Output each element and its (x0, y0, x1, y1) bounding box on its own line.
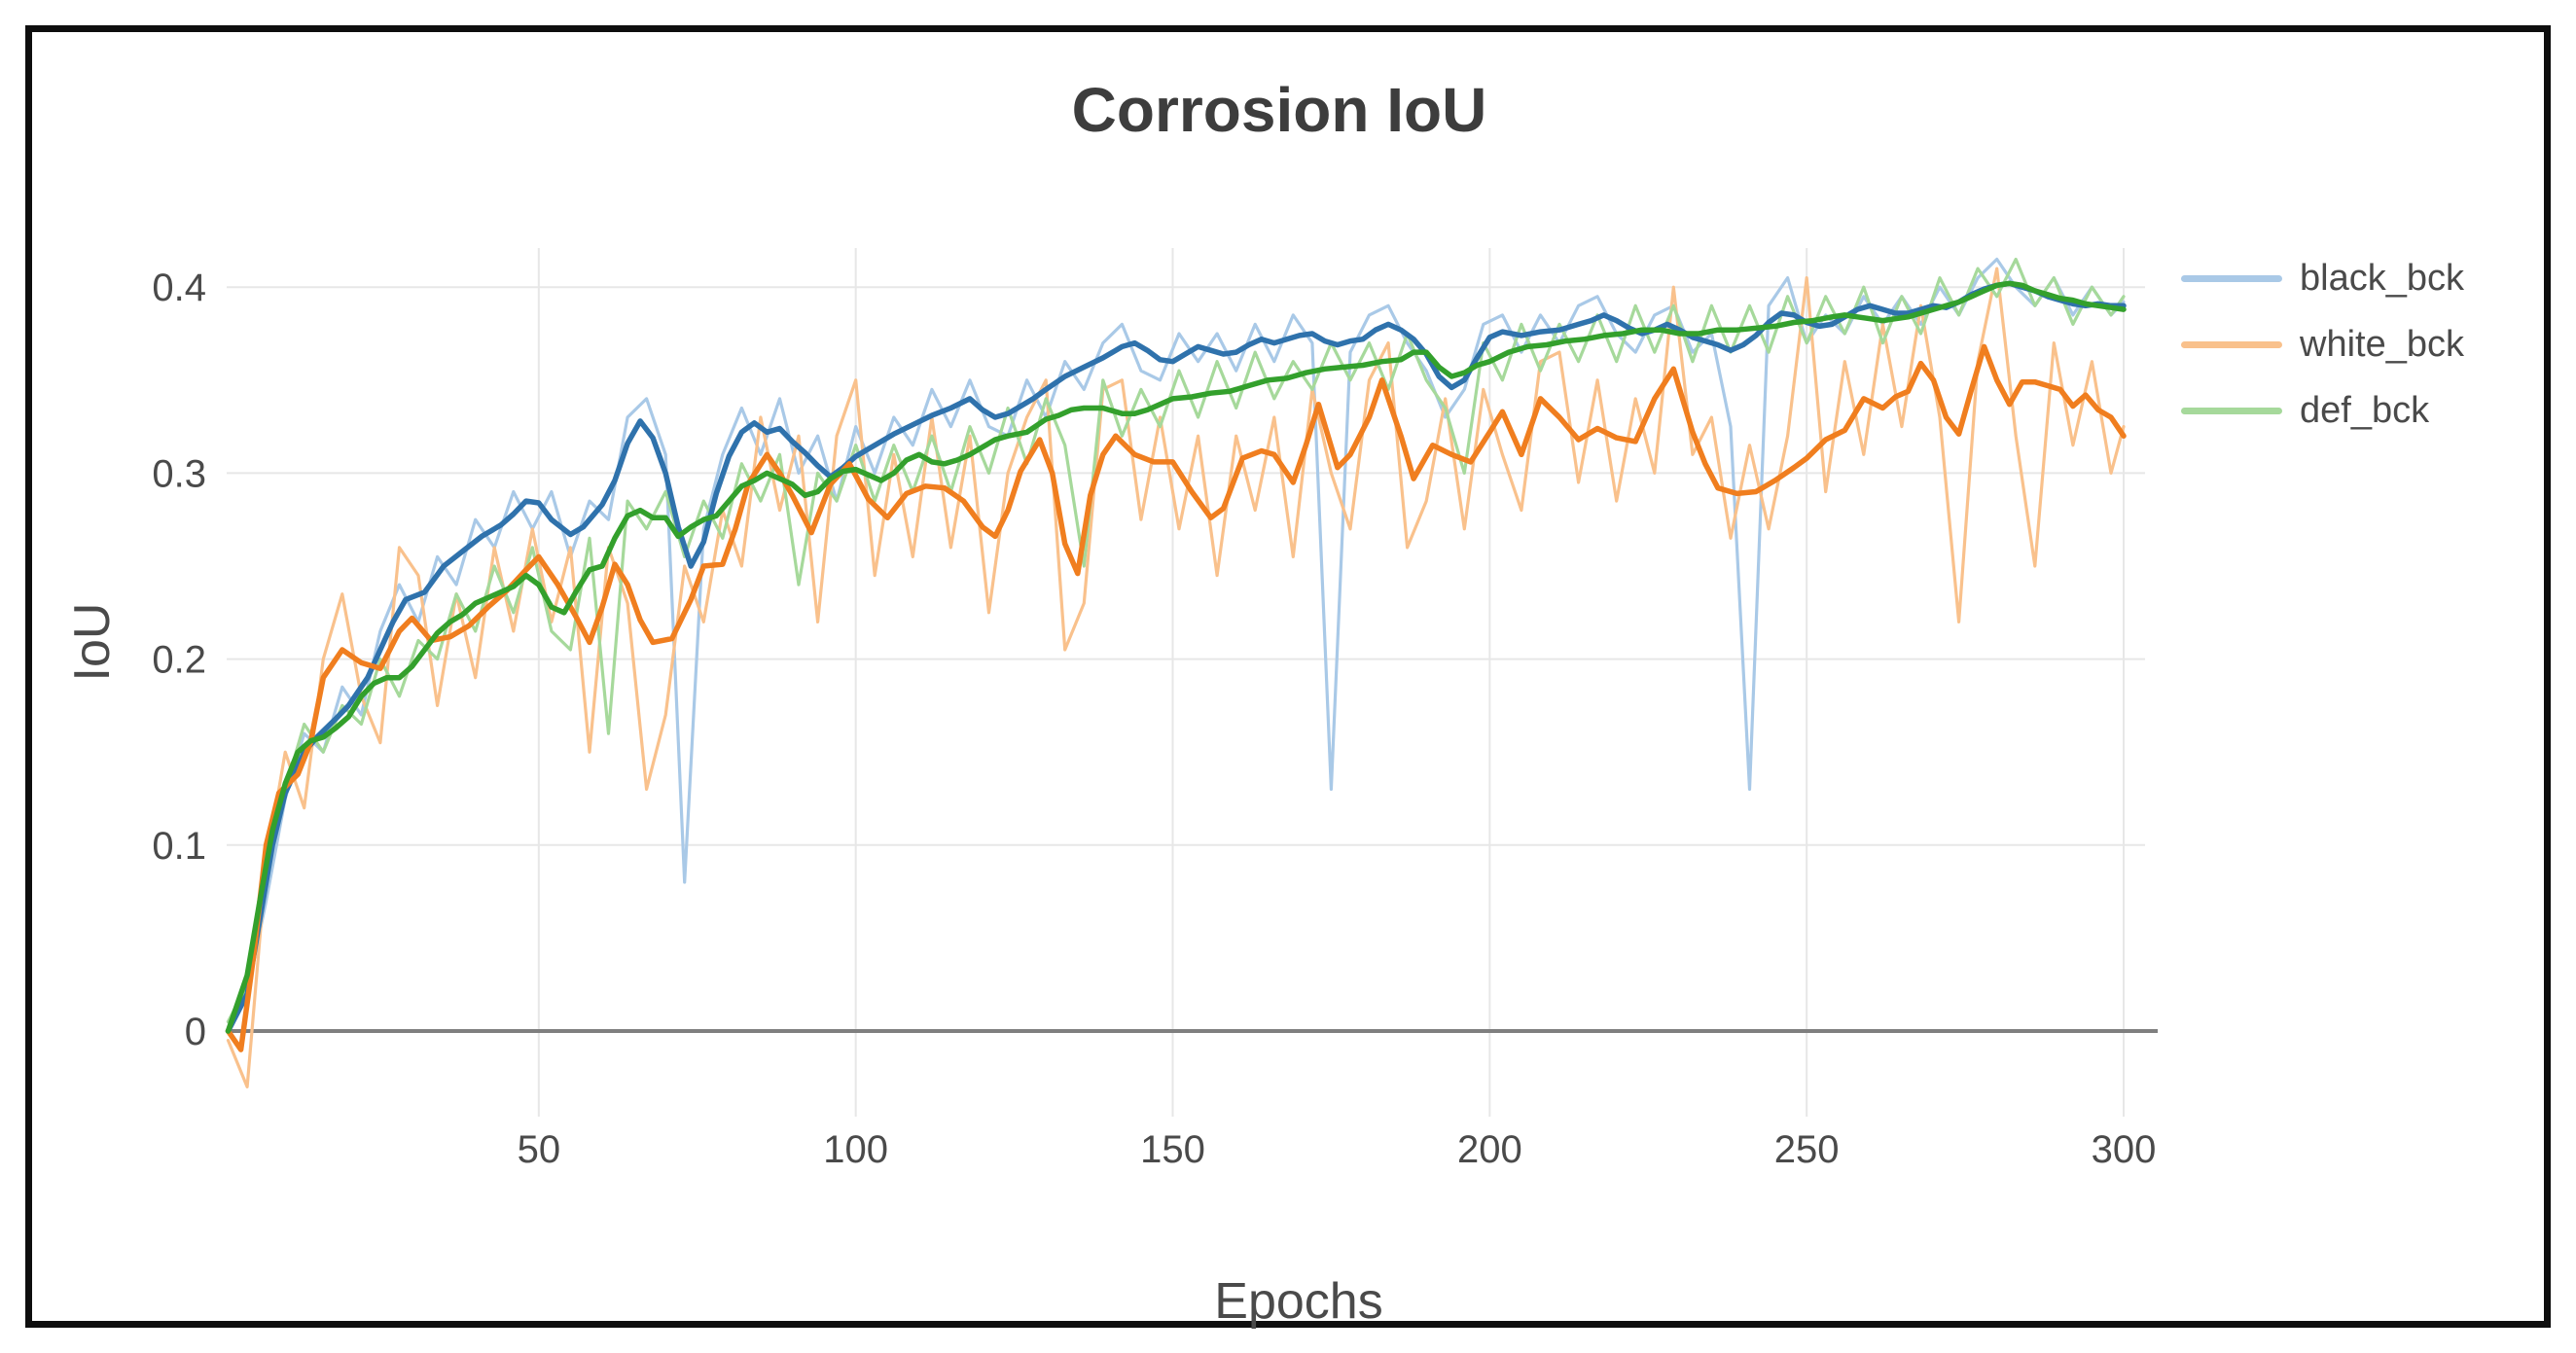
x-axis-title: Epochs (1214, 1273, 1383, 1330)
legend: black_bck white_bck def_bck (2181, 245, 2464, 444)
y-tick-label: 0.4 (152, 267, 206, 309)
x-tick-label: 300 (2092, 1128, 2157, 1171)
y-tick-label: 0.1 (152, 825, 206, 868)
series-raw-line-def_bck (226, 257, 2126, 1023)
legend-line-swatch (2181, 407, 2282, 414)
series-smoothed-line-def_bck (225, 280, 2127, 1034)
legend-item-black_bck[interactable]: black_bck (2181, 245, 2464, 311)
legend-label: def_bck (2300, 389, 2430, 431)
y-tick-label: 0 (185, 1011, 206, 1053)
x-tick-label: 200 (1457, 1128, 1522, 1171)
y-axis-title: IoU (64, 602, 121, 682)
legend-line-swatch (2181, 274, 2282, 282)
legend-item-def_bck[interactable]: def_bck (2181, 377, 2464, 444)
y-tick-label: 0.3 (152, 452, 206, 495)
legend-label: black_bck (2300, 257, 2464, 299)
chart-title: Corrosion IoU (1071, 75, 1487, 145)
x-tick-label: 250 (1774, 1128, 1840, 1171)
figure-border (25, 25, 2551, 1328)
series-smoothed-line-white_bck (225, 343, 2127, 1052)
y-tick-label: 0.2 (152, 639, 206, 682)
legend-item-white_bck[interactable]: white_bck (2181, 311, 2464, 377)
x-tick-label: 100 (823, 1128, 888, 1171)
series-smoothed-line-black_bck (225, 280, 2127, 1034)
x-tick-label: 150 (1140, 1128, 1205, 1171)
legend-label: white_bck (2300, 323, 2464, 365)
legend-line-swatch (2181, 340, 2282, 348)
x-tick-label: 50 (518, 1128, 561, 1171)
